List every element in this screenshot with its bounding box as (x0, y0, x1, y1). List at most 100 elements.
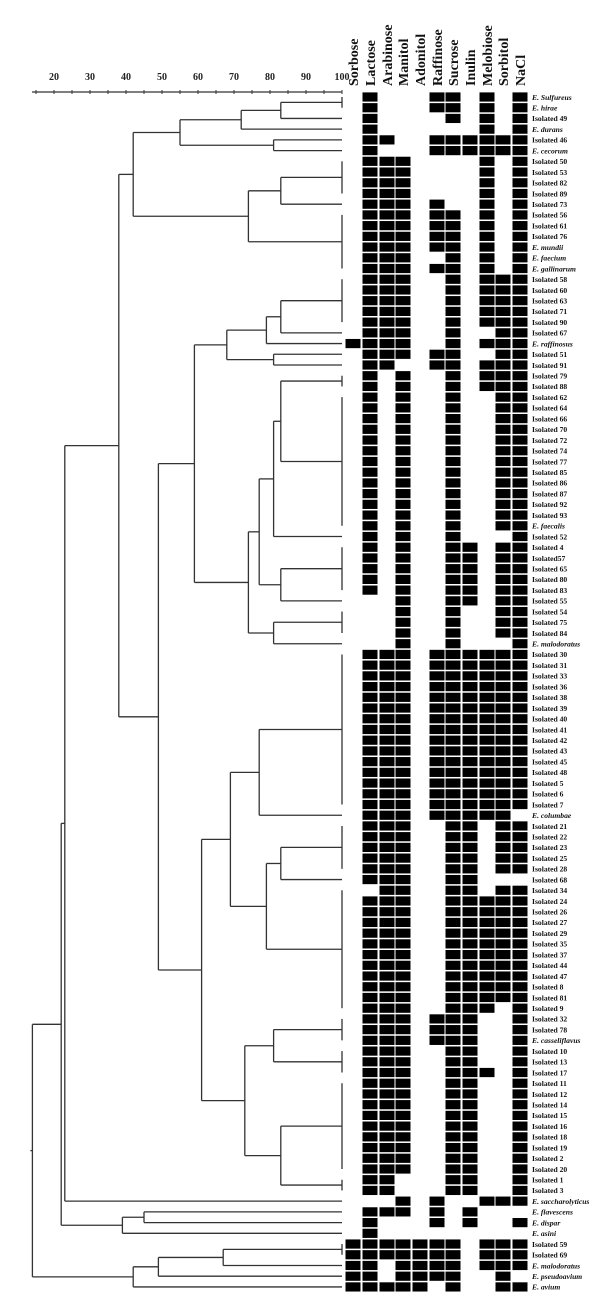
heatmap-cell-positive (445, 1067, 461, 1078)
heatmap-cell-positive (495, 778, 511, 788)
heatmap-cell-positive (362, 724, 378, 735)
heatmap-cell-positive (395, 960, 411, 970)
heatmap-cell-positive (462, 553, 478, 563)
heatmap-cell-positive (512, 628, 528, 638)
heatmap-cell-positive (495, 703, 511, 713)
heatmap-cell-positive (362, 1067, 378, 1078)
heatmap-cell-positive (362, 210, 378, 220)
row-label: Isolated 93 (532, 511, 567, 520)
row-label: E. casseliflavus (531, 1036, 581, 1045)
heatmap-cell-positive (395, 939, 411, 949)
heatmap-cell-positive (379, 810, 395, 820)
heatmap-cell-positive (395, 510, 411, 520)
heatmap-cell-positive (512, 1260, 528, 1271)
heatmap-cell-positive (495, 735, 511, 745)
row-label: Isolated 36 (532, 682, 567, 691)
heatmap-cell-positive (395, 317, 411, 327)
heatmap-cell-positive (445, 939, 461, 949)
row-label: Isolated 16 (532, 1122, 567, 1131)
heatmap-cell-positive (362, 853, 378, 863)
heatmap-cell-positive (395, 671, 411, 681)
heatmap-cell-positive (395, 1057, 411, 1067)
heatmap-cell-positive (479, 692, 495, 702)
row-label: Isolated 24 (532, 897, 567, 906)
heatmap-cell-positive (479, 167, 495, 177)
heatmap-cell-positive (445, 1164, 461, 1174)
heatmap-cell-positive (395, 757, 411, 767)
row-label: E. malodoratus (531, 1261, 580, 1270)
heatmap-cell-positive (379, 210, 395, 220)
heatmap-cell-positive (445, 446, 461, 456)
heatmap-cell-positive (395, 606, 411, 617)
heatmap-cell-positive (495, 671, 511, 681)
heatmap-cell-positive (395, 628, 411, 638)
heatmap-cell-positive (395, 1100, 411, 1110)
row-label: Isolated 52 (532, 532, 567, 541)
row-label: Isolated 77 (532, 457, 567, 466)
heatmap-cell-positive (495, 746, 511, 756)
heatmap-cell-positive (395, 274, 411, 284)
heatmap-cell-positive (379, 885, 395, 895)
heatmap-cell-positive (362, 521, 378, 531)
heatmap-cell-positive (395, 478, 411, 488)
heatmap-cell-positive (462, 1175, 478, 1185)
heatmap-cell-positive (379, 746, 395, 756)
column-header-raffinose: Raffinose (431, 29, 446, 86)
heatmap-cell-positive (362, 1078, 378, 1088)
heatmap-cell-positive (379, 682, 395, 692)
heatmap-cell-positive (445, 682, 461, 692)
row-label: Isolated 12 (532, 1090, 567, 1099)
row-label: Isolated 45 (532, 757, 567, 766)
heatmap-cell-positive (429, 146, 445, 156)
heatmap-cell-positive (495, 789, 511, 799)
row-label: Isolated 28 (532, 865, 567, 874)
heatmap-cell-positive (362, 982, 378, 992)
heatmap-cell-positive (379, 767, 395, 777)
heatmap-cell-positive (462, 1046, 478, 1056)
row-label: Isolated 2 (532, 1154, 564, 1163)
heatmap-cell-positive (379, 1207, 395, 1217)
heatmap-cell-positive (362, 757, 378, 767)
heatmap-cell-positive (379, 1132, 395, 1142)
heatmap-cell-positive (379, 306, 395, 316)
heatmap-cell-positive (395, 821, 411, 831)
heatmap-cell-positive (445, 371, 461, 381)
heatmap-cell-positive (479, 113, 495, 124)
row-label: E. faecium (531, 254, 566, 263)
row-label: Isolated 91 (532, 361, 567, 370)
column-header-manitol: Manitol (397, 38, 412, 86)
heatmap-cell-positive (362, 564, 378, 574)
heatmap-cell-positive (345, 1250, 361, 1260)
heatmap-cell-positive (362, 682, 378, 692)
heatmap-cell-positive (495, 864, 511, 874)
heatmap-cell-positive (512, 521, 528, 531)
heatmap-cell-positive (512, 414, 528, 424)
heatmap-cell-positive (512, 274, 528, 284)
heatmap-cell-positive (395, 435, 411, 445)
heatmap-cell-positive (362, 1057, 378, 1067)
heatmap-cell-positive (495, 692, 511, 702)
heatmap-cell-positive (445, 1175, 461, 1185)
heatmap-cell-positive (395, 489, 411, 499)
heatmap-cell-positive (479, 971, 495, 981)
heatmap-cell-positive (395, 1250, 411, 1260)
heatmap-cell-positive (379, 274, 395, 284)
heatmap-cell-positive (445, 414, 461, 424)
heatmap-cell-positive (512, 349, 528, 359)
heatmap-cell-positive (412, 1239, 428, 1249)
heatmap-cell-positive (479, 767, 495, 777)
heatmap-cell-positive (379, 724, 395, 735)
row-label: Isolated 63 (532, 296, 567, 305)
heatmap-cell-positive (429, 1035, 445, 1045)
heatmap-cell-positive (445, 221, 461, 231)
heatmap-cell-positive (462, 564, 478, 574)
heatmap-cell-positive (362, 146, 378, 156)
heatmap-cell-positive (495, 521, 511, 531)
heatmap-cell-positive (362, 810, 378, 820)
heatmap-cell-positive (395, 446, 411, 456)
heatmap-cell-positive (379, 1175, 395, 1185)
heatmap-cell-positive (512, 489, 528, 499)
row-label: Isolated 80 (532, 575, 567, 584)
heatmap-cell-positive (495, 574, 511, 584)
heatmap-cell-positive (512, 864, 528, 874)
